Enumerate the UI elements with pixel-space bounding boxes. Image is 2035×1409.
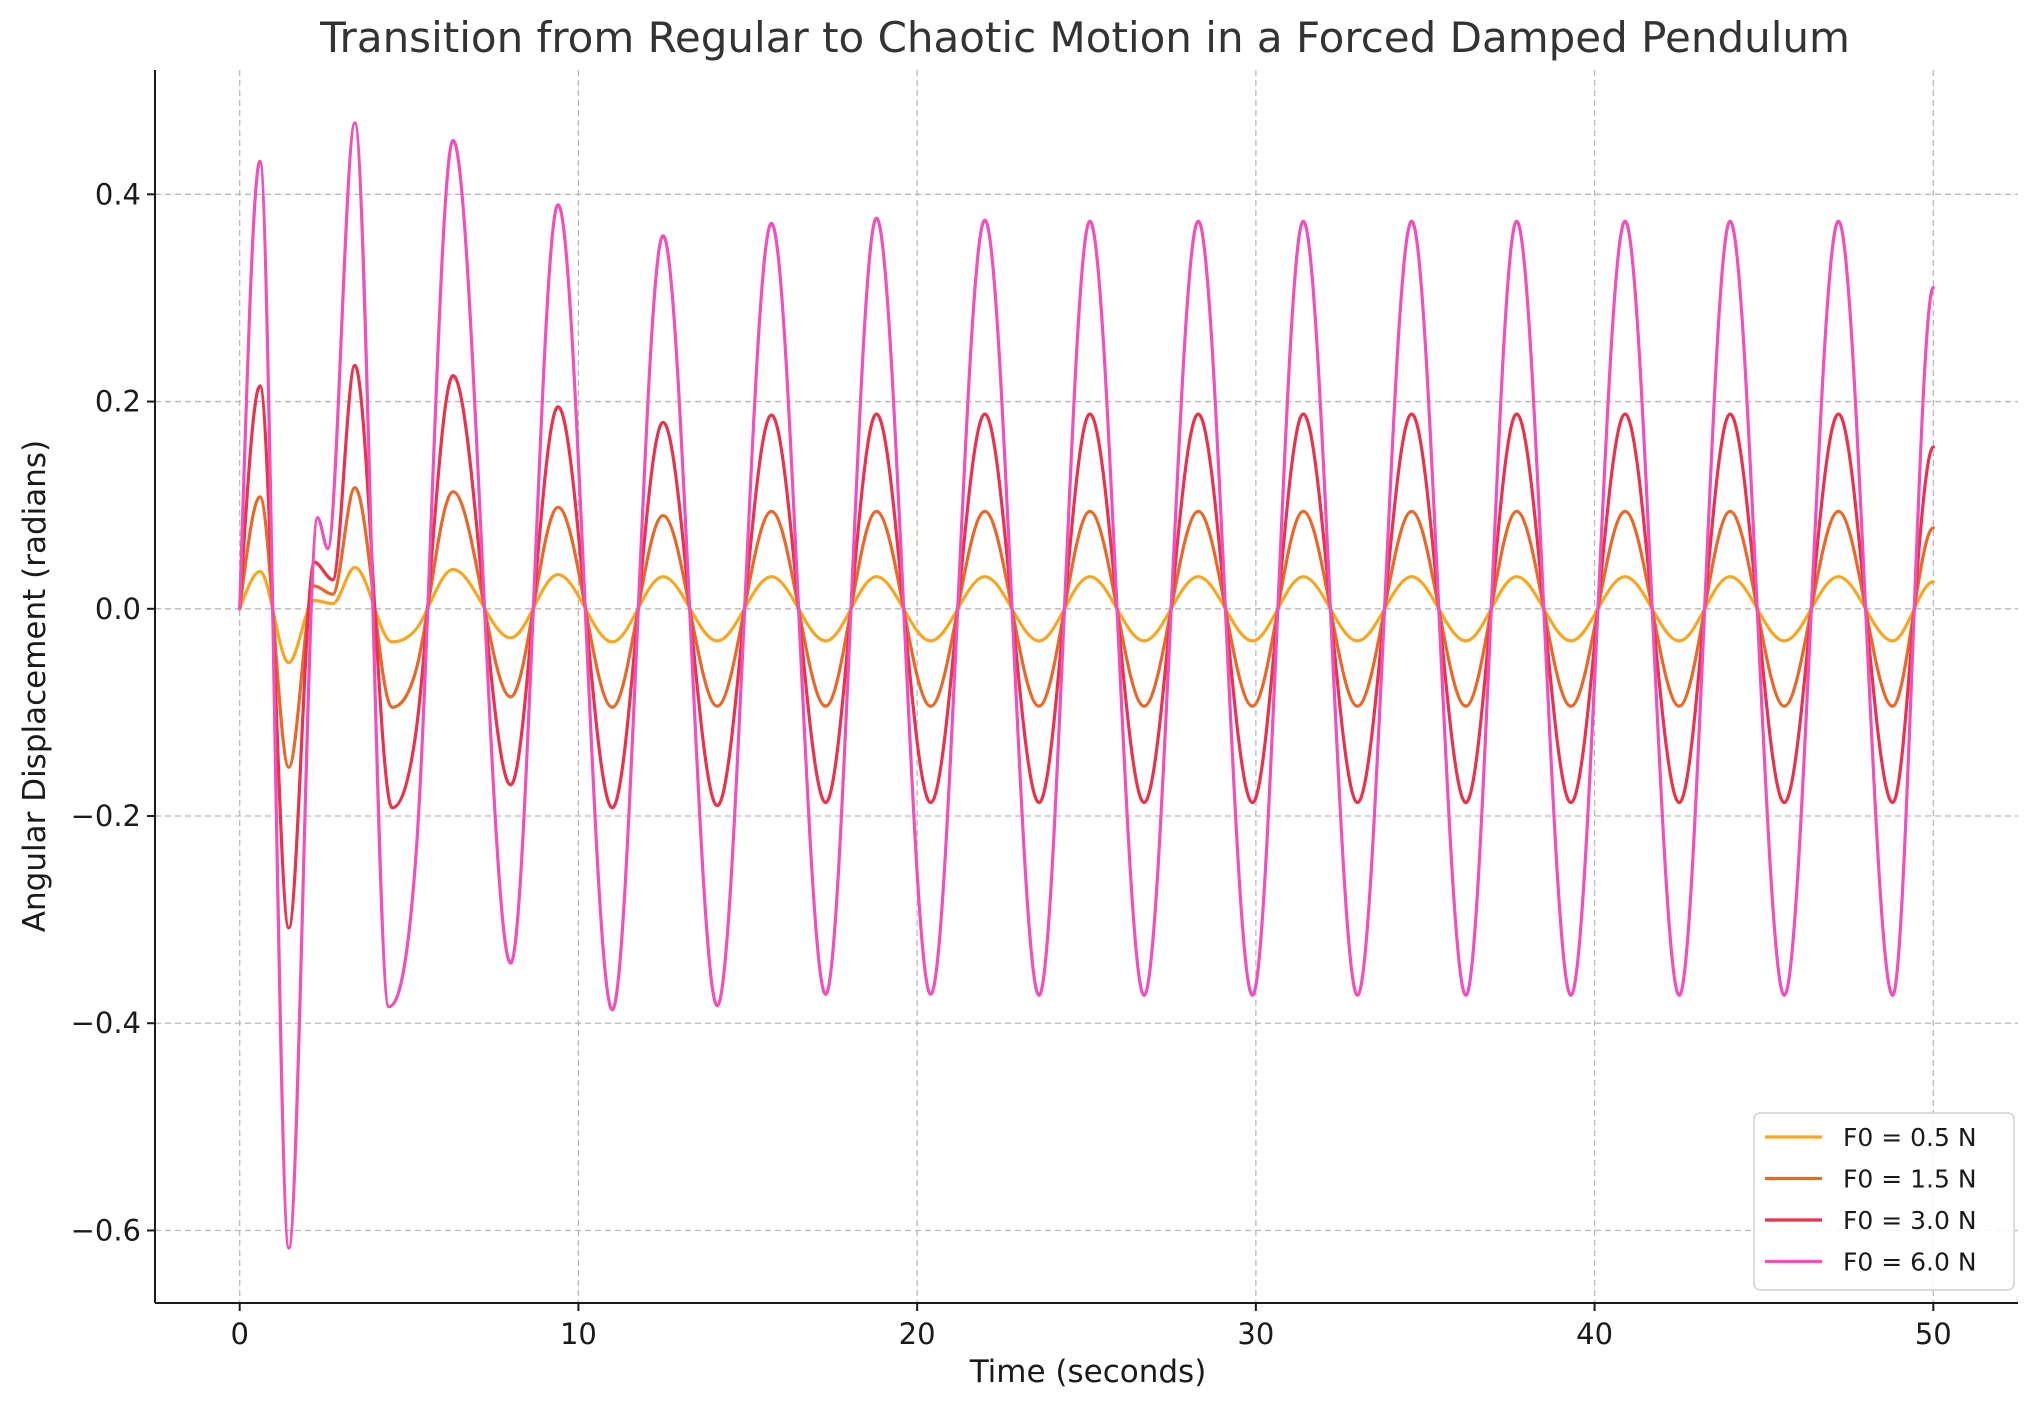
x-tick-label: 20 [899, 1317, 936, 1351]
series-line-3 [238, 363, 1935, 930]
legend: F0 = 0.5 N F0 = 1.5 N F0 = 3.0 N F0 = 6.0 N [1753, 1112, 2015, 1291]
legend-label: F0 = 1.5 N [1843, 1165, 1977, 1194]
y-tick-label: 0.4 [95, 177, 141, 211]
x-tick-label: 0 [230, 1317, 248, 1351]
x-axis-title: Time (seconds) [969, 1354, 1207, 1390]
y-tick-label: −0.6 [71, 1213, 141, 1247]
ticks: 0 10 20 30 40 50 −0.6 −0.4 −0.2 0.0 0.2 0.4 [71, 177, 1952, 1351]
legend-label: F0 = 0.5 N [1843, 1123, 1977, 1152]
series-line-2 [238, 485, 1935, 769]
y-tick-label: 0.2 [95, 385, 141, 419]
series-layer [238, 121, 1935, 1250]
y-tick-label: 0.0 [95, 592, 141, 626]
legend-label: F0 = 6.0 N [1843, 1248, 1977, 1277]
grid [155, 70, 2018, 1303]
x-tick-label: 40 [1576, 1317, 1613, 1351]
x-tick-label: 50 [1915, 1317, 1952, 1351]
x-tick-label: 30 [1237, 1317, 1274, 1351]
y-tick-label: −0.2 [71, 799, 141, 833]
legend-label: F0 = 3.0 N [1843, 1206, 1977, 1235]
y-tick-label: −0.4 [71, 1006, 141, 1040]
series-line-4 [238, 121, 1935, 1250]
axes [154, 70, 2018, 1304]
x-tick-label: 10 [560, 1317, 597, 1351]
y-axis-title: Angular Displacement (radians) [17, 440, 53, 932]
chart-title: Transition from Regular to Chaotic Motio… [319, 13, 1850, 62]
series-line-1 [238, 565, 1935, 665]
legend-box [1753, 1112, 2015, 1291]
